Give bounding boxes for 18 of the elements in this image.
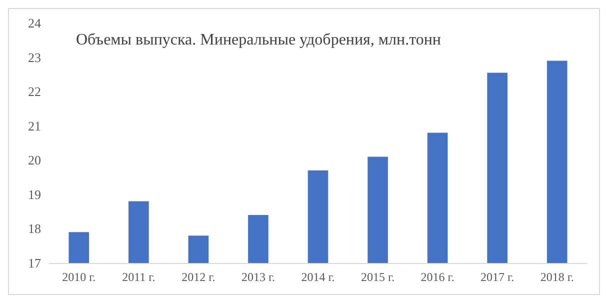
x-tick-label: 2011 г. <box>122 270 156 284</box>
x-tick-label: 2014 г. <box>301 270 335 284</box>
x-tick-label: 2010 г. <box>62 270 96 284</box>
x-tick-label: 2017 г. <box>480 270 514 284</box>
y-tick-label: 19 <box>28 186 41 202</box>
y-tick-label: 23 <box>28 50 41 65</box>
y-tick-label: 24 <box>28 16 42 30</box>
x-tick-label: 2015 г. <box>360 270 395 284</box>
y-tick-label: 22 <box>28 84 41 100</box>
y-tick-label: 18 <box>28 221 41 236</box>
y-tick-label: 21 <box>28 118 41 134</box>
x-tick-label: 2012 г. <box>182 270 216 284</box>
x-tick-label: 2016 г. <box>420 270 454 284</box>
x-tick-label: 2013 г. <box>241 270 276 284</box>
y-tick-label: 17 <box>28 256 42 270</box>
text: Объемы выпуска. Минеральные удобрения, млн.тонн <box>76 32 442 48</box>
x-tick-label: 2018 г. <box>540 270 574 284</box>
y-tick-label: 20 <box>28 152 41 168</box>
